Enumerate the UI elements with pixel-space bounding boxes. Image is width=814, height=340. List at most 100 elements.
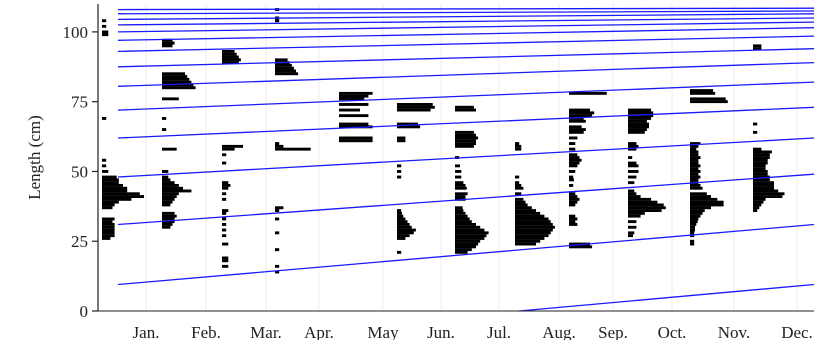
bar-oct-9 — [628, 231, 635, 235]
bar-may-2 — [339, 125, 373, 129]
bar-oct-3 — [628, 200, 658, 204]
x-tick-label-jan: Jan. — [133, 323, 160, 340]
bar-mar-4 — [222, 181, 229, 185]
bar-jun-10 — [397, 209, 402, 212]
bar-feb-26 — [162, 75, 188, 78]
growth-line-3 — [117, 137, 814, 178]
bar-jun-7 — [397, 217, 406, 221]
bar-mar-19 — [222, 61, 239, 65]
bar-feb-22 — [162, 86, 196, 90]
bar-nov-5 — [690, 206, 711, 210]
bar-oct-10 — [628, 234, 633, 238]
bar-oct-4 — [628, 197, 652, 201]
bar-dec-13 — [753, 158, 768, 162]
bar-oct-7 — [628, 220, 637, 224]
bar-oct-1 — [628, 206, 666, 210]
bar-oct-29 — [628, 114, 654, 118]
bar-apr-7 — [275, 248, 280, 252]
bar-jun-1 — [397, 231, 414, 235]
x-tick-label-sep: Sep. — [598, 323, 628, 340]
bar-jul-32 — [455, 130, 474, 134]
bar-apr-13 — [275, 63, 292, 67]
bar-oct-25 — [628, 125, 649, 129]
bar-nov-25 — [690, 167, 699, 171]
bar-jan-15 — [102, 225, 115, 229]
y-tick-label-50: 50 — [71, 162, 88, 181]
bar-apr-11 — [275, 69, 296, 73]
bar-jan-21 — [102, 164, 107, 168]
x-tick-label-feb: Feb. — [191, 323, 221, 340]
bar-sep-9 — [569, 195, 578, 198]
bar-jun-13 — [397, 170, 402, 173]
bar-apr-16 — [275, 19, 280, 23]
bar-jul-27 — [455, 144, 474, 148]
bar-jul-11 — [455, 220, 472, 224]
bar-jan-10 — [102, 203, 115, 207]
bar-nov-38 — [690, 89, 714, 92]
bar-sep-18 — [569, 156, 580, 159]
bar-feb-10 — [162, 214, 177, 218]
bar-jan-5 — [102, 181, 119, 185]
bar-aug-2 — [515, 237, 545, 240]
x-tick-label-jul: Jul. — [487, 323, 511, 340]
bar-jul-3 — [455, 239, 481, 243]
bar-apr-12 — [275, 66, 294, 70]
bar-nov-0 — [690, 203, 724, 207]
bar-aug-1 — [515, 239, 541, 243]
bar-oct-13 — [628, 189, 635, 193]
bar-sep-24 — [569, 128, 586, 131]
bar-oct-20 — [628, 147, 637, 151]
bar-jan-16 — [102, 228, 115, 232]
growth-line-10 — [117, 21, 814, 33]
bar-dec-14 — [753, 156, 770, 159]
y-axis-label: Length (cm) — [25, 115, 44, 200]
bar-may-7 — [339, 97, 365, 101]
axis-layer: 0 25 50 75 100 Jan. Feb. Mar. Apr. May Jun. Jul. Aug… — [63, 4, 814, 340]
bar-jan-9 — [102, 200, 119, 204]
bar-feb-29 — [162, 41, 175, 45]
bar-jun-8 — [397, 214, 404, 218]
bar-jun-20 — [397, 105, 435, 109]
bar-feb-15 — [162, 178, 171, 182]
bar-dec-26 — [753, 44, 762, 48]
bar-feb-16 — [162, 175, 169, 179]
bar-mar-17 — [222, 259, 229, 263]
bar-feb-28 — [162, 44, 173, 48]
bar-nov-8 — [690, 214, 701, 218]
bar-jul-24 — [455, 170, 462, 173]
bar-jul-12 — [455, 217, 470, 221]
bar-feb-27 — [162, 72, 186, 76]
bar-nov-6 — [690, 209, 705, 212]
bar-aug-23 — [515, 144, 522, 148]
bar-jan-11 — [102, 206, 113, 210]
bar-jun-5 — [397, 220, 408, 224]
bar-aug-18 — [515, 186, 524, 190]
bar-feb-3 — [162, 195, 177, 198]
growth-line-6 — [117, 61, 814, 87]
bar-mar-10 — [222, 211, 227, 215]
bar-jan-25 — [102, 30, 109, 34]
bar-feb-20 — [162, 117, 167, 120]
bar-feb-21 — [162, 97, 179, 101]
bar-oct-2 — [628, 203, 664, 207]
bar-jul-13 — [455, 214, 468, 218]
bar-may-4 — [339, 114, 369, 118]
bar-layer — [102, 8, 785, 274]
bar-may-6 — [339, 103, 369, 106]
bar-nov-31 — [690, 150, 699, 154]
bar-feb-12 — [162, 220, 175, 224]
bar-oct-21 — [628, 144, 639, 148]
bar-jul-33 — [455, 108, 476, 112]
growth-line-8 — [117, 35, 814, 53]
bar-sep-2 — [569, 223, 578, 226]
bar-nov-2 — [690, 197, 718, 201]
bar-jul-1 — [455, 234, 487, 238]
bar-may-9 — [339, 91, 373, 95]
bar-sep-13 — [569, 175, 574, 179]
bar-jun-9 — [397, 211, 402, 215]
bar-dec-18 — [753, 197, 766, 201]
bar-nov-7 — [690, 211, 703, 215]
growth-line-5 — [117, 81, 814, 111]
bar-nov-35 — [690, 100, 728, 104]
